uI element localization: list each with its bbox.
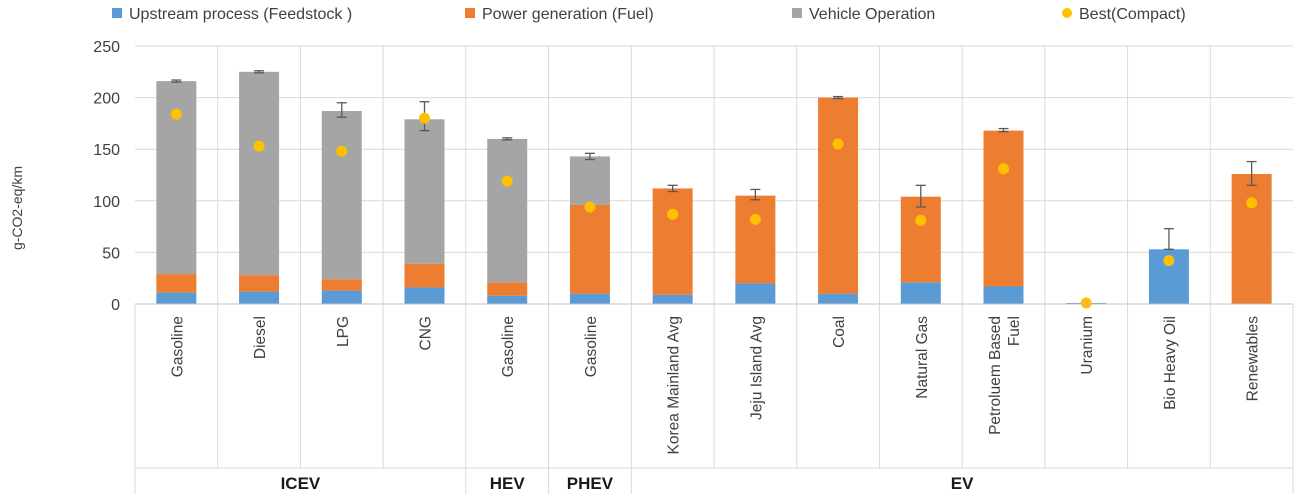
bar-segment (404, 263, 445, 288)
best-compact-point (419, 112, 430, 124)
x-tick-label: Gasoline (583, 316, 600, 377)
axes: 0 50 100 150 200 250 Gasoline Diesel LPG CNG Gasol… (93, 39, 1294, 494)
y-tick-label: 150 (93, 142, 120, 159)
x-tick-label: CNG (418, 316, 435, 350)
bar-segment (321, 290, 362, 304)
group-label: ICEV (281, 474, 321, 493)
bar-segment (569, 204, 610, 294)
bar-segment (487, 282, 528, 296)
y-tick-label: 200 (93, 91, 120, 108)
bar-segment (239, 71, 280, 276)
bar-segment (156, 292, 197, 304)
y-tick-label: 250 (93, 39, 120, 56)
x-tick-label: Diesel (252, 316, 269, 359)
legend-swatch (792, 8, 802, 18)
bar-segment (900, 196, 941, 283)
bar-segment (321, 111, 362, 280)
bar-segment (487, 295, 528, 304)
group-label: PHEV (567, 474, 614, 493)
best-compact-point (501, 175, 513, 187)
x-tick-label: Fuel (1006, 316, 1023, 346)
x-tick-label: Gasoline (169, 316, 186, 377)
best-compact-point (1163, 255, 1175, 267)
x-tick-label: Coal (831, 316, 848, 348)
bar-segment (652, 294, 693, 304)
best-compact-point (667, 208, 679, 220)
gridlines (135, 45, 1293, 304)
best-compact-point (998, 163, 1009, 175)
best-compact-point (584, 201, 596, 213)
x-tick-label: LPG (335, 316, 352, 347)
group-label: HEV (490, 474, 526, 493)
y-axis-label-group: g-CO2-eq/km (9, 166, 25, 250)
best-compact-point (253, 140, 265, 152)
x-tick-label: Bio Heavy Oil (1162, 316, 1179, 410)
y-axis-label: g-CO2-eq/km (9, 166, 25, 250)
y-tick-label: 0 (111, 297, 120, 314)
bar-segment (239, 275, 280, 292)
best-compact-point (749, 213, 761, 225)
bar-segment (900, 282, 941, 304)
legend-swatch (112, 8, 122, 18)
bars (156, 71, 1272, 304)
x-tick-label: Gasoline (500, 316, 517, 377)
bar-segment (735, 283, 776, 304)
bar-segment (983, 130, 1024, 287)
bar-segment (818, 97, 859, 294)
legend: Upstream process (Feedstock ) Power gener… (112, 6, 1186, 23)
legend-swatch (1062, 8, 1072, 18)
bar-segment (983, 286, 1024, 304)
bar-segment (487, 138, 528, 283)
legend-label: Power generation (Fuel) (482, 6, 654, 23)
bar-segment (818, 293, 859, 304)
x-tick-label: Petroluem Based (987, 316, 1004, 435)
bar-segment (239, 291, 280, 304)
legend-label: Upstream process (Feedstock ) (129, 6, 352, 23)
group-label: EV (951, 474, 974, 493)
bar-segment (569, 156, 610, 205)
x-tick-label: Uranium (1079, 316, 1096, 375)
best-compact-point (170, 108, 182, 120)
legend-swatch (465, 8, 475, 18)
bar-segment (404, 287, 445, 304)
bar-segment (569, 293, 610, 304)
bar-segment (1231, 173, 1272, 304)
bar-segment (404, 119, 445, 264)
x-tick-label: Renewables (1245, 316, 1262, 402)
legend-label: Vehicle Operation (809, 6, 935, 23)
y-tick-label: 50 (102, 245, 120, 262)
best-compact-points (170, 108, 1258, 309)
x-tick-label: Jeju Island Avg (748, 316, 765, 420)
x-tick-label: Natural Gas (914, 316, 931, 399)
best-compact-point (832, 138, 844, 150)
y-tick-label: 100 (93, 194, 120, 211)
best-compact-point (1246, 197, 1258, 209)
best-compact-point (915, 214, 927, 226)
best-compact-point (336, 145, 348, 157)
x-tick-label: Korea Mainland Avg (666, 316, 683, 454)
best-compact-point (1080, 297, 1092, 309)
bar-segment (156, 274, 197, 293)
bar-segment (321, 279, 362, 291)
bar-segment (652, 188, 693, 295)
error-bars (171, 70, 1257, 250)
bar-segment (735, 195, 776, 284)
legend-label: Best(Compact) (1079, 6, 1186, 23)
